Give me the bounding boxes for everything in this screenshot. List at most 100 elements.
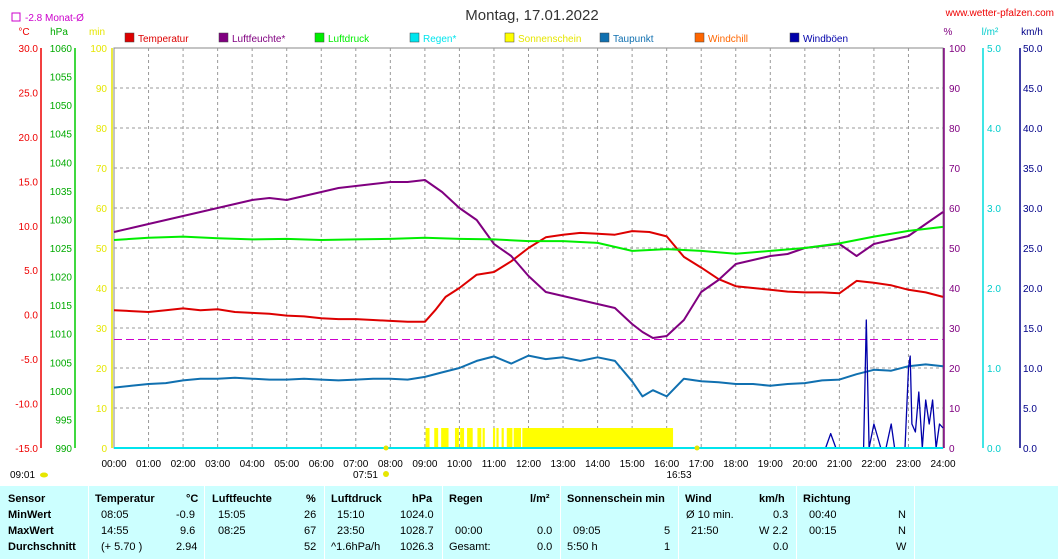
sunshine-bar [600,428,603,448]
sunshine-bar [532,428,535,448]
x-tick-label: 12:00 [516,459,541,470]
sunshine-bar [441,428,444,448]
sunshine-bar [636,428,639,448]
sunshine-bar [643,428,646,448]
grid [113,47,944,449]
x-tick-label: 02:00 [171,459,196,470]
pressure-tick-label: 1035 [50,187,73,198]
sunshine-bar [620,428,623,448]
humidity-tick-label: 20 [949,364,961,375]
sunshine-bar [646,428,649,448]
legend-swatch [218,32,229,43]
sunshine-bar [669,428,672,448]
stats-divider [678,486,679,559]
stats-hum-min-val: 26 [304,509,317,521]
weather-chart: Montag, 17.01.2022 www.wetter-pfalzen.co… [10,7,1054,481]
stats-header-press-unit: hPa [412,493,433,505]
stats-dir-max-time: 00:15 [809,525,837,537]
x-tick-label: 11:00 [482,459,507,470]
stats-header-regen: Regen [449,493,483,505]
legend-swatch [789,32,800,43]
sunset-icon [694,445,700,451]
humidity-tick-label: 60 [949,204,961,215]
x-tick-label: 06:00 [309,459,334,470]
sunshine-bar [612,428,615,448]
wind-tick-label: 0.0 [1023,444,1037,455]
stats-header-temperatur: Temperatur [95,493,155,505]
series-line-temperatur [113,230,944,323]
temp-tick-label: 30.0 [19,44,39,55]
pressure-tick-label: 1000 [50,387,73,398]
x-tick-label: 23:00 [896,459,921,470]
sunshine-bar [508,428,511,448]
sunshine-bar [442,428,446,448]
stats-dir-min-val: N [898,509,906,521]
site-link[interactable]: www.wetter-pfalzen.com [945,8,1054,19]
stats-divider [204,486,205,559]
sunrise-marker-icon [383,445,389,451]
stats-sun-max-val: 5 [664,525,671,537]
sunshine-bar [651,428,655,448]
sun-tick-label: 60 [96,204,108,215]
legend-swatch [124,32,135,43]
sunshine-bar [546,428,549,448]
sunshine-bar [525,428,528,448]
sunshine-bar [606,428,610,448]
humidity-tick-label: 0 [949,444,955,455]
sunshine-bar [470,428,473,448]
sunshine-bar [544,428,547,448]
legend-label: Luftfeuchte* [232,34,285,45]
sunshine-bar [549,428,553,448]
wind-tick-label: 15.0 [1023,324,1043,335]
temp-tick-label: 15.0 [19,177,39,188]
sunshine-bar [627,428,630,448]
sunshine-bar [596,428,599,448]
pressure-tick-label: 995 [55,415,72,426]
axes: 30.0 25.0 20.0 15.0 10.0 5.0 0.0 -5.0 -10.0 -15.0… [15,44,1043,470]
stats-press-min-val: 1024.0 [400,509,434,521]
sunshine-bar [667,428,670,448]
stats-header-richtung: Richtung [803,493,851,505]
sun-tick-label: 80 [96,124,108,135]
pressure-tick-label: 1020 [50,273,73,284]
stats-dir-avg-val: W [896,541,907,553]
sunshine-bar [529,428,532,448]
sunshine-bar [567,428,570,448]
x-tick-label: 17:00 [689,459,714,470]
pressure-tick-label: 990 [55,444,72,455]
chart-legend: Temperatur Luftfeuchte* Luftdruck Regen* Son… [124,32,848,45]
wind-tick-label: 40.0 [1023,124,1043,135]
x-tick-label: 07:00 [343,459,368,470]
temp-tick-label: -10.0 [15,400,38,411]
sunshine-bar [613,428,617,448]
humidity-tick-label: 40 [949,284,961,295]
x-tick-label: 24:00 [930,459,955,470]
sunshine-bar [610,428,613,448]
sunshine-bar [591,428,594,448]
rain-unit-label: l/m² [982,27,999,38]
sunshine-bar [574,428,577,448]
sunshine-bar [593,428,596,448]
temp-tick-label: -15.0 [15,444,38,455]
stats-temp-avg-val: 2.94 [176,541,198,553]
temp-tick-label: -5.0 [21,355,39,366]
stats-press-min-time: 15:10 [337,509,365,521]
sunshine-bar [527,428,530,448]
sunshine-bar [577,428,580,448]
stats-header-sensor: Sensor [8,493,46,505]
stats-divider [88,486,89,559]
legend-label: Temperatur [138,34,189,45]
sunshine-bar [570,428,573,448]
stats-hum-max-time: 08:25 [218,525,246,537]
sun-unit-label: min [89,27,105,38]
wind-tick-label: 50.0 [1023,44,1043,55]
legend-label: Regen* [423,34,456,45]
legend-label: Taupunkt [613,34,654,45]
sunshine-bar [663,428,667,448]
wind-tick-label: 20.0 [1023,284,1043,295]
sunshine-bar [446,428,449,448]
legend-swatch [599,32,610,43]
sun-small-icon [40,472,48,478]
legend-swatch [694,32,705,43]
x-tick-label: 01:00 [136,459,161,470]
